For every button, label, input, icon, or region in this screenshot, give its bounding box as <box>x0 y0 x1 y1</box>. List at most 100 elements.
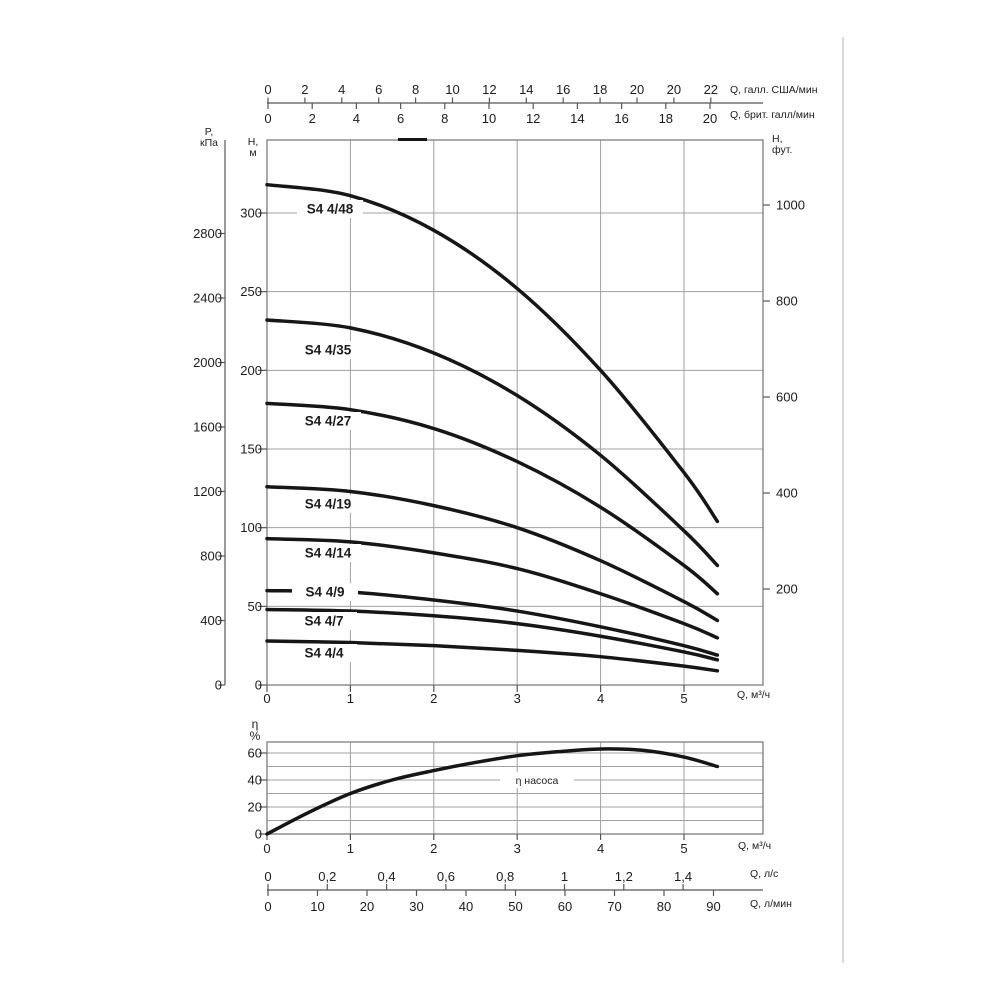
eff-m3h-tick-label: 1 <box>347 841 354 856</box>
ls-tick-label: 0,6 <box>437 869 455 884</box>
curve-label: S4 4/48 <box>307 202 354 217</box>
us-gpm-tick-label: 18 <box>593 82 607 97</box>
head-title-line1: H, <box>247 136 259 148</box>
axis-title-us-gpm: Q, галл. США/мин <box>730 84 818 96</box>
efficiency-curve <box>265 747 720 836</box>
curve-label-bg <box>295 412 361 430</box>
curve-label: S4 4/35 <box>305 343 352 358</box>
curve-label: S4 4/14 <box>305 546 352 561</box>
feet-title-line2: фут. <box>772 144 793 156</box>
ls-tick-label: 0,8 <box>496 869 514 884</box>
pressure-tick-label: 2000 <box>193 355 222 370</box>
pressure-tick-label: 2800 <box>193 226 222 241</box>
ls-tick-label: 0,2 <box>318 869 336 884</box>
eff-chart-frame <box>266 741 764 835</box>
ls-tick-label: 1,2 <box>615 869 633 884</box>
pressure-tick-label: 2400 <box>193 291 222 306</box>
eff-m3h-tick-label: 2 <box>430 841 437 856</box>
main-chart-frame <box>266 139 764 686</box>
ls-tick-label: 1,4 <box>674 869 692 884</box>
lmin-tick-label: 0 <box>264 899 271 914</box>
curve-s4-4-35 <box>265 318 720 568</box>
eta-tick-label: 0 <box>255 827 262 842</box>
head-m-tick-label: 150 <box>240 442 262 457</box>
head-m-tick-label: 100 <box>240 520 262 535</box>
us-gpm-tick-label: 20 <box>667 82 681 97</box>
curve-s4-4-27 <box>265 401 720 596</box>
axis-title-ls: Q, л/с <box>750 868 779 880</box>
eta-tick-label: 40 <box>248 773 262 788</box>
head-m-tick-label: 200 <box>240 363 262 378</box>
axis-title-feet: H, фут. <box>772 134 792 156</box>
curve-label: S4 4/27 <box>305 414 352 429</box>
m3h-tick-label: 5 <box>680 691 687 706</box>
curve-s4-4-7 <box>265 607 720 662</box>
axis-title-imp-gpm: Q, брит. галл/мин <box>730 109 815 121</box>
curve-label: S4 4/9 <box>305 585 344 600</box>
ls-tick-label: 0,4 <box>378 869 396 884</box>
pressure-title-line1: P, <box>204 126 214 138</box>
lmin-tick-label: 60 <box>558 899 572 914</box>
feet-tick-label: 600 <box>776 390 798 405</box>
pressure-tick-label: 1200 <box>193 484 222 499</box>
imp-gpm-tick-label: 4 <box>353 111 360 126</box>
m3h-tick-label: 0 <box>263 691 270 706</box>
imp-gpm-tick-label: 20 <box>703 111 717 126</box>
us-gpm-tick-label: 10 <box>445 82 459 97</box>
feet-title-line1: H, <box>772 133 783 145</box>
feet-tick-label: 800 <box>776 294 798 309</box>
pressure-tick-label: 800 <box>200 549 222 564</box>
m3h-tick-label: 1 <box>347 691 354 706</box>
pressure-tick-label: 0 <box>215 678 222 693</box>
curve-label: S4 4/7 <box>304 614 343 629</box>
curve-label: S4 4/19 <box>305 497 352 512</box>
imp-gpm-tick-label: 2 <box>309 111 316 126</box>
curve-label-bg <box>295 341 361 359</box>
axis-title-eta: η % <box>246 718 264 742</box>
imp-gpm-tick-label: 16 <box>614 111 628 126</box>
ls-tick-label: 1 <box>561 869 568 884</box>
pressure-tick-label: 1600 <box>193 420 222 435</box>
us-gpm-tick-label: 12 <box>482 82 496 97</box>
lmin-tick-label: 20 <box>360 899 374 914</box>
curve-label-bg <box>291 644 357 662</box>
lmin-tick-label: 50 <box>508 899 522 914</box>
imp-gpm-tick-label: 18 <box>659 111 673 126</box>
efficiency-label-bg <box>500 772 574 788</box>
curve-s4-4-14 <box>265 536 720 640</box>
pressure-tick-label: 400 <box>200 613 222 628</box>
m3h-tick-label: 3 <box>514 691 521 706</box>
curve-label-bg <box>295 495 361 513</box>
eff-m3h-tick-label: 3 <box>514 841 521 856</box>
eta-tick-label: 60 <box>248 746 262 761</box>
imp-gpm-tick-label: 6 <box>397 111 404 126</box>
eta-tick-label: 20 <box>248 800 262 815</box>
curve-label-bg <box>291 612 357 630</box>
efficiency-curve-label: η насоса <box>516 775 559 787</box>
lmin-tick-label: 90 <box>706 899 720 914</box>
axis-title-head-m: H, м <box>243 137 263 159</box>
us-gpm-tick-label: 0 <box>264 82 271 97</box>
lmin-tick-label: 10 <box>310 899 324 914</box>
curve-label-bg <box>292 583 358 601</box>
imp-gpm-tick-label: 0 <box>264 111 271 126</box>
curve-s4-4-4 <box>265 639 720 673</box>
head-m-tick-label: 250 <box>240 284 262 299</box>
imp-gpm-tick-label: 8 <box>441 111 448 126</box>
us-gpm-tick-label: 6 <box>375 82 382 97</box>
eta-title-line1: η <box>251 717 259 731</box>
us-gpm-tick-label: 16 <box>556 82 570 97</box>
lmin-tick-label: 80 <box>657 899 671 914</box>
head-m-tick-label: 0 <box>255 678 262 693</box>
lmin-tick-label: 70 <box>607 899 621 914</box>
us-gpm-tick-label: 4 <box>338 82 345 97</box>
eff-m3h-tick-label: 5 <box>680 841 687 856</box>
us-gpm-tick-label: 22 <box>704 82 718 97</box>
axis-title-lmin: Q, л/мин <box>750 898 792 910</box>
curve-s4-4-19 <box>265 485 720 623</box>
curve-s4-4-48 <box>265 182 720 524</box>
lmin-tick-label: 40 <box>459 899 473 914</box>
us-gpm-tick-label: 20 <box>630 82 644 97</box>
axis-title-m3h-main: Q, м³/ч <box>737 689 771 701</box>
